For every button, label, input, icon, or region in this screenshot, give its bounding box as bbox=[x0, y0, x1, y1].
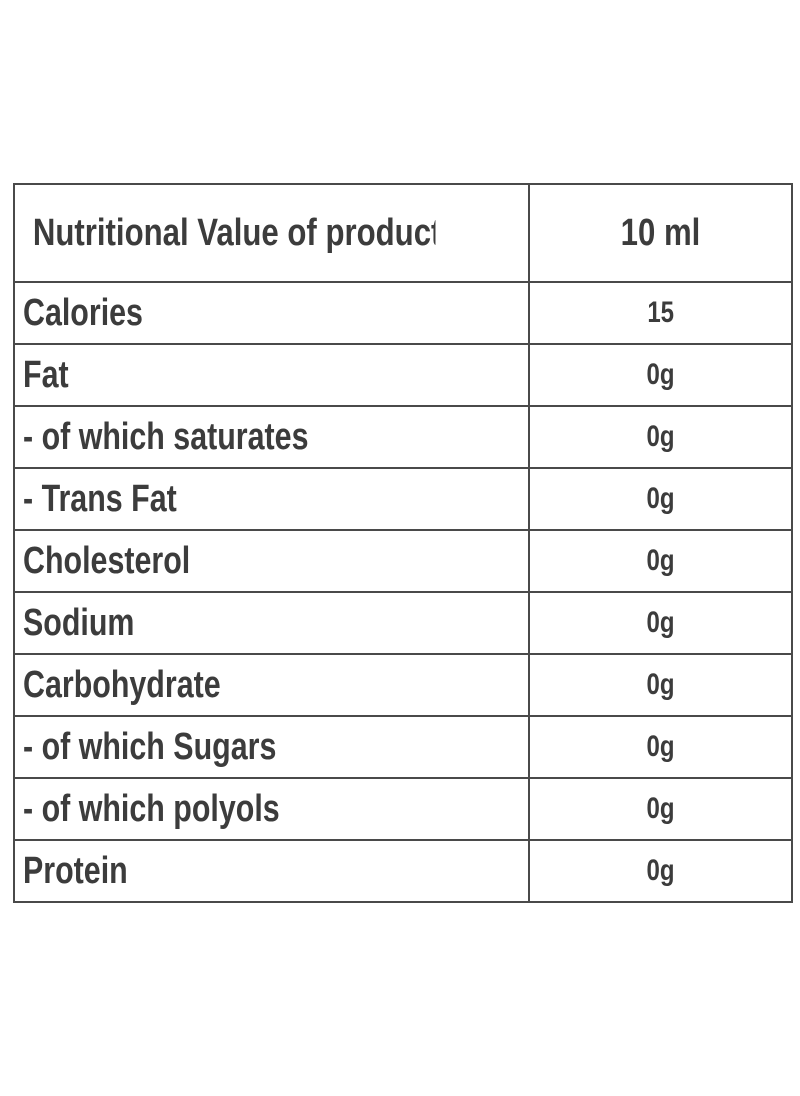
table-row-trans-fat: - Trans Fat 0g bbox=[13, 467, 793, 531]
row-label-text: - of which polyols bbox=[23, 787, 280, 830]
row-label: - of which polyols bbox=[13, 777, 530, 841]
row-value: 0g bbox=[528, 839, 793, 903]
row-value: 0g bbox=[528, 777, 793, 841]
table-row-cholesterol: Cholesterol 0g bbox=[13, 529, 793, 593]
row-label-text: - of which Sugars bbox=[23, 725, 277, 768]
row-value: 0g bbox=[528, 653, 793, 717]
row-value-text: 15 bbox=[647, 296, 674, 329]
row-label: - of which Sugars bbox=[13, 715, 530, 779]
row-value: 0g bbox=[528, 529, 793, 593]
row-label: Fat bbox=[13, 343, 530, 407]
row-label-text: Carbohydrate bbox=[23, 663, 221, 706]
row-value: 0g bbox=[528, 715, 793, 779]
row-label-text: Cholesterol bbox=[23, 539, 191, 582]
row-value: 0g bbox=[528, 343, 793, 407]
row-value: 15 bbox=[528, 281, 793, 345]
row-value-text: 0g bbox=[646, 420, 675, 453]
row-value-text: 0g bbox=[646, 482, 675, 515]
row-value: 0g bbox=[528, 591, 793, 655]
header-value: 10 ml bbox=[551, 183, 770, 283]
row-label-text: Protein bbox=[23, 849, 128, 892]
row-value-text: 0g bbox=[646, 668, 675, 701]
table-row-carbohydrate: Carbohydrate 0g bbox=[13, 653, 793, 717]
row-value-text: 0g bbox=[646, 606, 675, 639]
row-value: 0g bbox=[528, 405, 793, 469]
row-value-text: 0g bbox=[646, 730, 675, 763]
table-row-sodium: Sodium 0g bbox=[13, 591, 793, 655]
table-row-sugars: - of which Sugars 0g bbox=[13, 715, 793, 779]
row-label-text: Fat bbox=[23, 353, 69, 396]
row-label-text: - Trans Fat bbox=[23, 477, 177, 520]
row-value-text: 0g bbox=[646, 544, 675, 577]
row-label: Protein bbox=[13, 839, 530, 903]
table-header-row: Nutritional Value of product 10 ml bbox=[13, 183, 792, 283]
row-value-text: 0g bbox=[646, 358, 675, 391]
table-row-saturates: - of which saturates 0g bbox=[13, 405, 793, 469]
row-label: Cholesterol bbox=[13, 529, 530, 593]
row-label-text: - of which saturates bbox=[23, 415, 309, 458]
row-value-text: 0g bbox=[646, 792, 675, 825]
row-label-text: Sodium bbox=[23, 601, 135, 644]
row-value: 0g bbox=[528, 467, 793, 531]
table-row-polyols: - of which polyols 0g bbox=[13, 777, 793, 841]
row-label: Calories bbox=[13, 281, 530, 345]
row-label: - Trans Fat bbox=[13, 467, 530, 531]
row-label: - of which saturates bbox=[13, 405, 530, 469]
table-row-protein: Protein 0g bbox=[13, 839, 793, 903]
row-label: Carbohydrate bbox=[13, 653, 530, 717]
row-label-text: Calories bbox=[23, 291, 143, 334]
header-label: Nutritional Value of product bbox=[13, 183, 438, 283]
nutrition-table: Nutritional Value of product 10 ml Calor… bbox=[13, 183, 793, 903]
row-label: Sodium bbox=[13, 591, 530, 655]
table-row-fat: Fat 0g bbox=[13, 343, 793, 407]
row-value-text: 0g bbox=[646, 854, 675, 887]
table-row-calories: Calories 15 bbox=[13, 281, 793, 345]
